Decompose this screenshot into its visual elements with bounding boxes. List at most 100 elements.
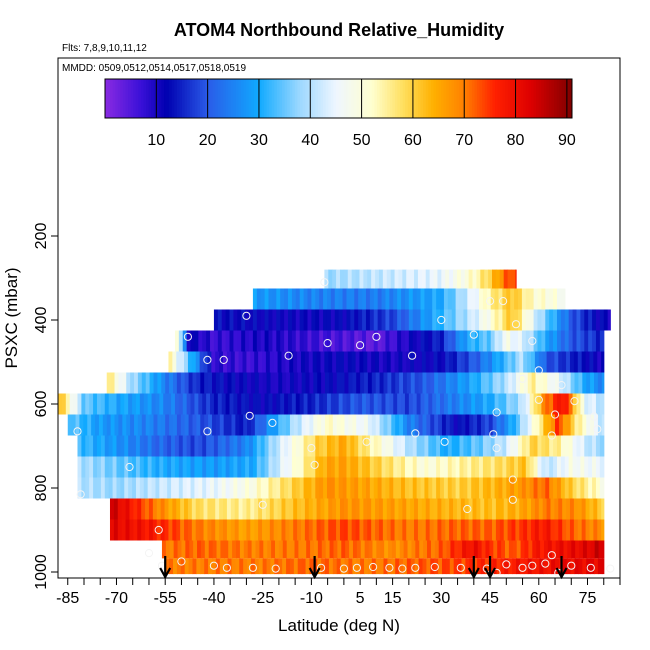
cell: [291, 309, 297, 331]
cell: [323, 477, 328, 499]
cell: [211, 558, 217, 575]
cell: [418, 558, 424, 575]
cell: [475, 330, 480, 352]
cell: [490, 330, 496, 352]
cell: [176, 558, 182, 575]
cell: [145, 414, 151, 436]
cell: [529, 288, 535, 310]
cell: [480, 269, 485, 289]
cell: [237, 435, 242, 457]
cell: [418, 414, 424, 436]
cell: [211, 351, 216, 373]
cell: [445, 269, 450, 289]
cell: [373, 309, 379, 331]
cell: [262, 372, 268, 394]
cell: [554, 498, 559, 520]
cell: [284, 330, 289, 352]
cell: [342, 456, 348, 478]
cell: [332, 372, 338, 394]
cell: [176, 351, 181, 373]
cell: [295, 309, 301, 331]
cell: [414, 519, 419, 541]
cell: [223, 558, 229, 575]
cell: [359, 498, 364, 520]
sample-point: [125, 462, 134, 472]
cell: [533, 435, 539, 457]
cell: [126, 414, 131, 436]
cell: [440, 456, 445, 478]
cell: [176, 414, 182, 436]
cell: [243, 540, 249, 559]
cell: [482, 477, 488, 499]
cell: [280, 456, 285, 478]
cell: [421, 519, 427, 541]
cell: [490, 456, 496, 478]
cell: [588, 456, 593, 478]
cell: [475, 288, 480, 310]
cell: [336, 558, 342, 575]
cell: [519, 558, 525, 575]
cell: [280, 288, 285, 310]
cell: [484, 519, 489, 541]
cell: [410, 558, 416, 575]
cell: [494, 330, 500, 352]
cell: [236, 540, 241, 559]
cell: [356, 558, 361, 575]
cell: [323, 288, 328, 310]
y-tick-label: 400: [33, 307, 50, 334]
cell: [164, 498, 170, 520]
cell: [234, 351, 240, 373]
cell: [367, 269, 372, 289]
cell: [426, 558, 431, 575]
cell: [332, 351, 337, 373]
cell: [293, 558, 299, 575]
cell: [288, 330, 293, 352]
cell: [128, 477, 133, 499]
cell: [352, 372, 357, 394]
cell: [147, 456, 153, 478]
cell: [459, 477, 465, 499]
cell: [541, 393, 546, 415]
cell: [367, 372, 373, 394]
cell: [288, 288, 293, 310]
cell: [217, 456, 223, 478]
cell: [301, 372, 307, 394]
cell: [258, 498, 263, 520]
cell: [440, 288, 445, 310]
cell: [383, 372, 389, 394]
cell: [424, 330, 429, 352]
cell: [543, 540, 549, 559]
humidity-layers: [58, 269, 611, 575]
cell: [67, 414, 73, 436]
cell: [381, 477, 387, 499]
cell: [514, 393, 519, 415]
sample-point: [567, 561, 576, 570]
cell: [480, 414, 486, 436]
cell: [301, 414, 307, 436]
cell: [192, 414, 197, 436]
cell: [319, 456, 324, 478]
cell: [547, 372, 552, 394]
cell: [377, 393, 383, 415]
cell: [385, 456, 390, 478]
cell: [308, 351, 314, 373]
cell: [412, 435, 418, 457]
cell: [523, 519, 528, 541]
cell: [235, 414, 240, 436]
cell: [272, 330, 277, 352]
cell: [256, 288, 262, 310]
sample-point: [268, 418, 277, 427]
cell: [375, 351, 380, 373]
cell: [165, 540, 171, 559]
cell: [550, 519, 555, 541]
cell: [578, 414, 583, 436]
profile-arrow: [484, 556, 497, 580]
cell: [347, 519, 353, 541]
colorbar-tick-label: 20: [199, 132, 217, 149]
cell: [383, 414, 389, 436]
cell: [135, 456, 141, 478]
cell: [494, 456, 500, 478]
layer-400: [213, 309, 611, 331]
cell: [595, 309, 601, 331]
cell: [412, 456, 418, 478]
